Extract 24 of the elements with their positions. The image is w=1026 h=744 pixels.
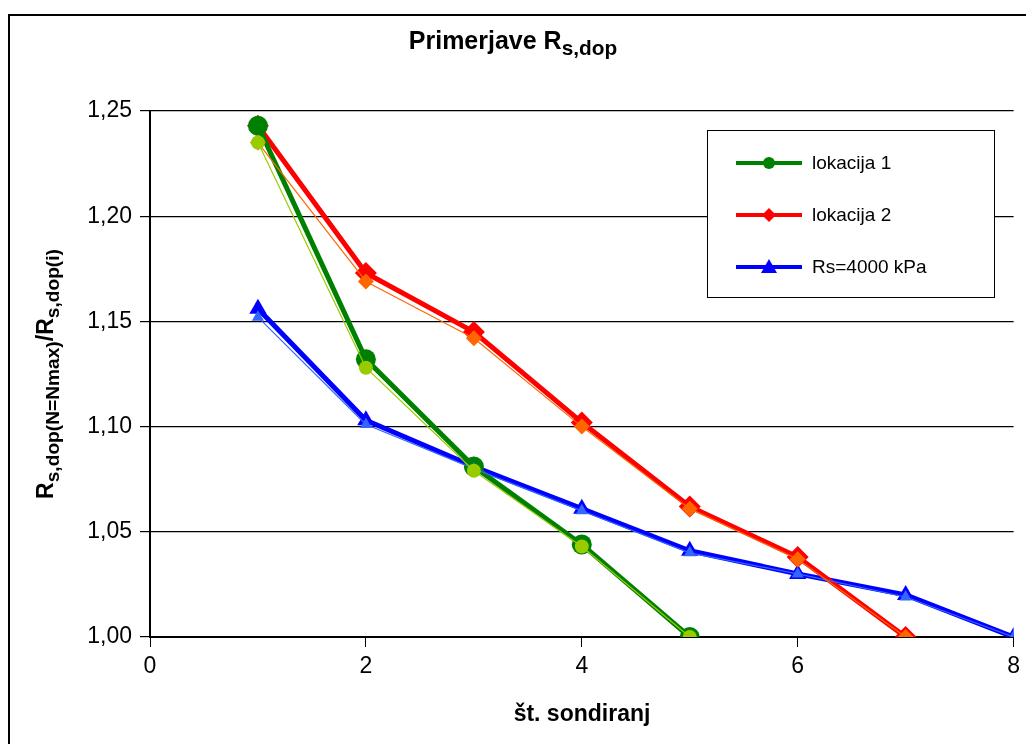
y-tick-label: 1,20 — [87, 201, 132, 228]
x-axis-title: št. sondiranj — [512, 700, 652, 727]
y-tick-label: 1,00 — [87, 622, 132, 649]
point — [899, 590, 912, 601]
x-tick-label: 2 — [359, 652, 373, 679]
x-tick-label: 0 — [143, 652, 157, 679]
x-tick-label: 4 — [575, 652, 589, 679]
point — [359, 417, 372, 428]
point — [357, 273, 374, 290]
point — [575, 503, 588, 515]
chart-title: Primerjave R$_{s,dop}$ — [407, 26, 619, 60]
x-tick-label: 8 — [1007, 652, 1020, 679]
y-tick-label: 1,15 — [87, 306, 132, 333]
legend-label: lokacija 2 — [812, 204, 892, 226]
y-tick-label: 1,05 — [87, 517, 132, 544]
point — [358, 360, 373, 375]
y-tick-label: 1,10 — [87, 411, 132, 438]
point — [573, 418, 590, 435]
point — [465, 330, 482, 347]
point — [251, 310, 265, 321]
legend-label: Rs=4000 kPa — [812, 256, 927, 278]
x-tick-label: 6 — [791, 652, 805, 679]
y-tick-label: 1,25 — [87, 96, 132, 123]
legend-label: lokacija 1 — [812, 152, 892, 174]
